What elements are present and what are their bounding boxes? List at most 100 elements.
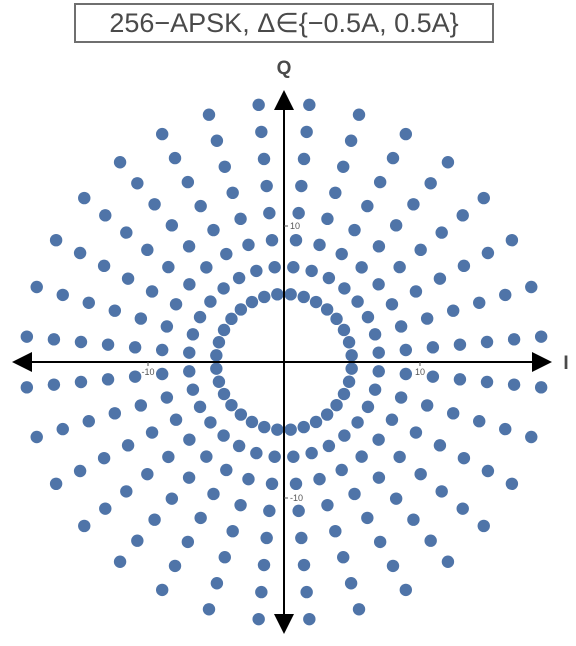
data-point bbox=[337, 323, 351, 337]
data-point bbox=[297, 558, 311, 572]
data-point bbox=[226, 186, 239, 200]
data-point bbox=[351, 416, 364, 429]
data-point bbox=[242, 472, 255, 486]
data-point bbox=[322, 271, 336, 285]
data-point bbox=[148, 513, 161, 526]
data-point bbox=[165, 219, 179, 232]
data-point bbox=[101, 373, 115, 386]
data-point bbox=[30, 430, 43, 444]
data-point bbox=[258, 420, 271, 434]
data-point bbox=[202, 603, 216, 616]
data-point bbox=[337, 160, 350, 173]
data-point bbox=[234, 408, 248, 421]
data-point bbox=[441, 156, 455, 169]
data-point bbox=[99, 502, 112, 515]
data-point bbox=[289, 233, 303, 247]
data-point bbox=[232, 271, 246, 285]
data-point bbox=[453, 338, 467, 351]
data-point bbox=[394, 320, 408, 333]
data-point bbox=[155, 367, 169, 381]
data-point bbox=[212, 336, 226, 349]
data-point bbox=[134, 312, 148, 325]
data-point bbox=[108, 304, 122, 317]
data-point bbox=[499, 422, 512, 436]
data-point bbox=[456, 209, 469, 222]
data-point bbox=[457, 259, 471, 273]
data-point bbox=[169, 298, 183, 311]
data-point bbox=[297, 152, 311, 166]
data-point bbox=[309, 415, 323, 429]
x-tick-label: 10 bbox=[415, 367, 425, 377]
data-point bbox=[433, 272, 447, 285]
data-point bbox=[186, 328, 200, 341]
data-point bbox=[47, 378, 61, 391]
data-point bbox=[507, 378, 521, 391]
data-point bbox=[220, 463, 233, 477]
data-point bbox=[183, 433, 196, 446]
data-point bbox=[271, 288, 284, 301]
data-point bbox=[414, 467, 427, 481]
data-point bbox=[480, 335, 494, 349]
data-point bbox=[320, 408, 334, 421]
data-point bbox=[255, 125, 268, 139]
data-point bbox=[186, 383, 200, 396]
data-point bbox=[320, 303, 334, 316]
data-point bbox=[481, 246, 495, 260]
data-point bbox=[169, 413, 183, 426]
data-point bbox=[393, 260, 406, 274]
data-point bbox=[348, 223, 361, 237]
data-point bbox=[141, 243, 154, 257]
data-point bbox=[234, 212, 247, 226]
data-point bbox=[182, 240, 196, 253]
data-point bbox=[507, 333, 521, 346]
data-point bbox=[399, 343, 413, 357]
data-point bbox=[348, 487, 361, 501]
data-point bbox=[183, 346, 196, 359]
data-point bbox=[505, 233, 519, 247]
data-point bbox=[265, 233, 279, 247]
data-point bbox=[409, 426, 423, 439]
data-point bbox=[344, 577, 358, 590]
data-point bbox=[361, 400, 375, 414]
data-point bbox=[145, 426, 159, 439]
data-point bbox=[182, 471, 196, 484]
data-point bbox=[73, 464, 87, 478]
data-point bbox=[409, 285, 423, 298]
data-point bbox=[245, 295, 259, 309]
data-point bbox=[113, 555, 127, 568]
data-point bbox=[194, 199, 207, 213]
data-point bbox=[393, 450, 406, 464]
y-tick-label: -10 bbox=[290, 493, 303, 503]
data-point bbox=[289, 477, 303, 491]
data-point bbox=[271, 423, 284, 436]
data-point bbox=[226, 524, 239, 538]
data-point bbox=[389, 219, 403, 232]
data-point bbox=[534, 381, 548, 394]
data-point bbox=[97, 259, 111, 273]
data-point bbox=[407, 513, 420, 526]
data-point bbox=[309, 295, 323, 309]
data-point bbox=[345, 362, 358, 375]
data-point bbox=[345, 349, 358, 362]
data-point bbox=[252, 612, 265, 626]
data-point bbox=[292, 206, 305, 220]
data-point bbox=[155, 583, 169, 597]
data-point bbox=[128, 341, 142, 354]
data-point bbox=[121, 272, 135, 285]
data-point bbox=[78, 191, 91, 205]
data-point bbox=[73, 246, 87, 260]
data-point bbox=[373, 175, 387, 189]
data-point bbox=[99, 209, 112, 222]
data-point bbox=[168, 559, 182, 573]
data-point bbox=[337, 387, 351, 401]
data-point bbox=[141, 467, 154, 481]
data-point bbox=[386, 151, 400, 165]
data-point bbox=[265, 477, 279, 491]
data-point bbox=[218, 551, 231, 564]
data-point bbox=[210, 577, 224, 590]
data-point bbox=[372, 433, 385, 446]
data-point bbox=[373, 535, 387, 549]
data-point bbox=[234, 498, 247, 512]
data-point bbox=[74, 375, 88, 389]
